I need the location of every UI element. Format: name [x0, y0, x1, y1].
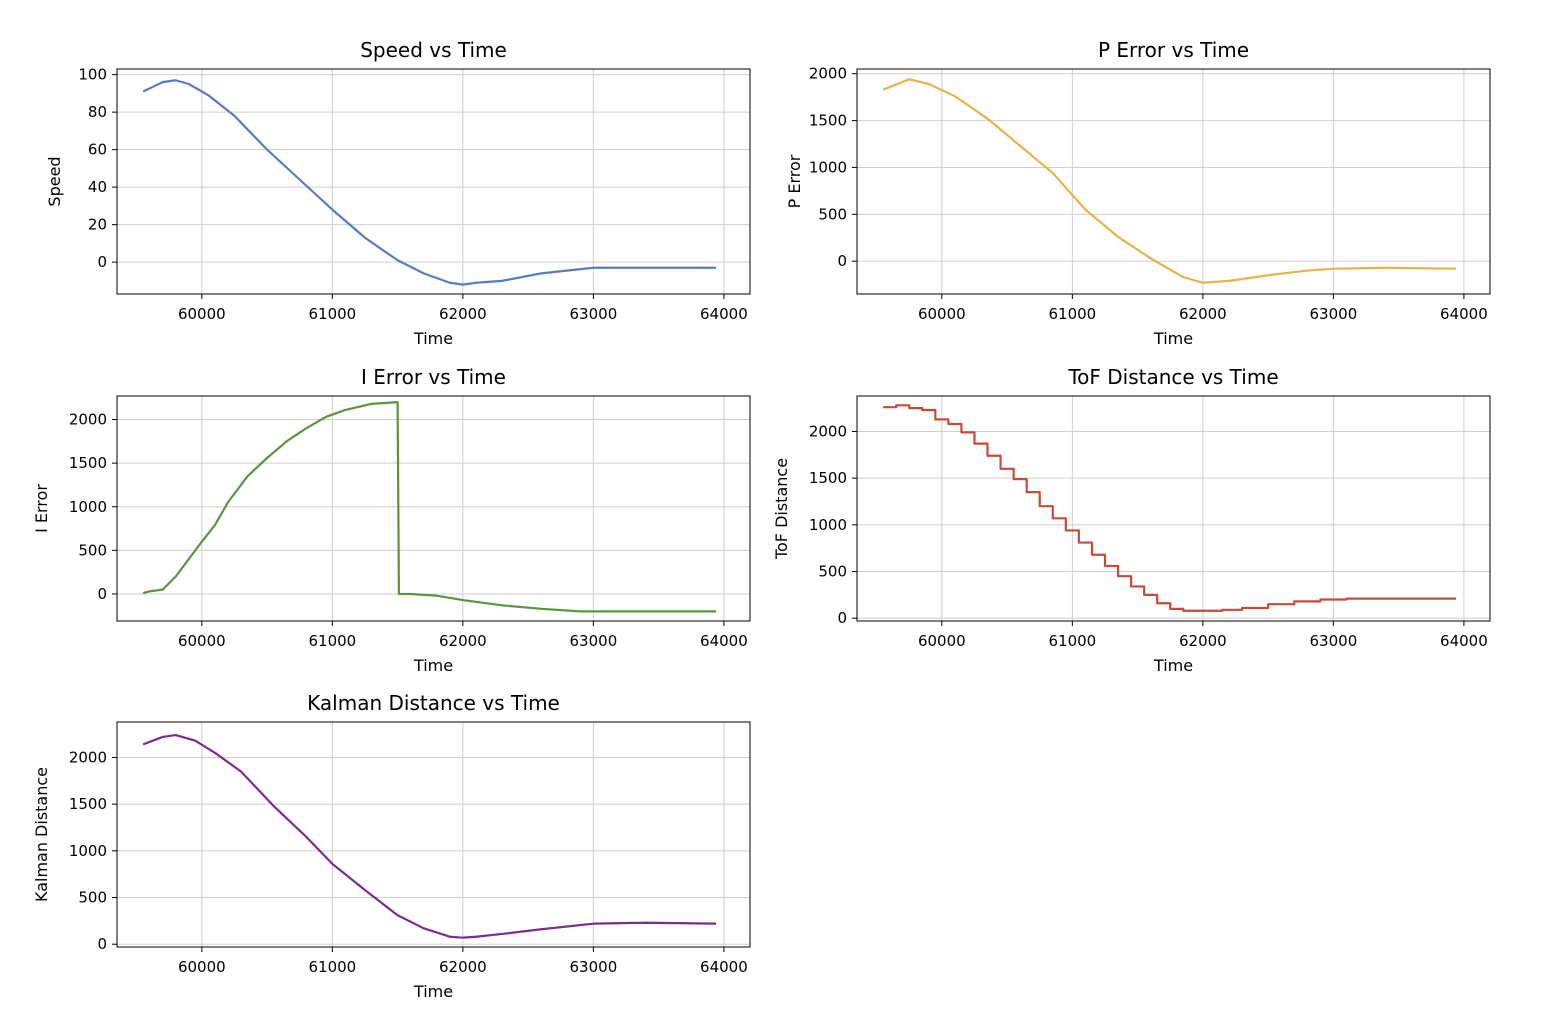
y-tick-label: 0 — [97, 935, 107, 953]
y-tick-label: 20 — [88, 216, 107, 234]
x-tick-label: 63000 — [570, 958, 618, 976]
y-tick-label: 1500 — [69, 454, 107, 472]
chart-title: P Error vs Time — [1098, 38, 1249, 62]
series-line — [142, 401, 717, 613]
x-tick-label: 60000 — [918, 632, 966, 650]
series-line — [883, 404, 1457, 612]
x-tick-label: 64000 — [700, 958, 748, 976]
x-tick-label: 64000 — [700, 305, 748, 323]
plot-frame — [116, 395, 751, 622]
series-line — [142, 733, 717, 939]
x-tick-label: 63000 — [1310, 305, 1358, 323]
y-tick-label: 2000 — [69, 411, 107, 429]
y-tick-label: 2000 — [809, 422, 847, 440]
x-axis-label: Time — [413, 982, 453, 1001]
x-axis-label: Time — [1153, 329, 1193, 348]
y-axis-label: Speed — [45, 156, 64, 206]
x-tick-label: 60000 — [178, 958, 226, 976]
y-tick-label: 500 — [78, 889, 107, 907]
x-tick-label: 63000 — [570, 632, 618, 650]
x-axis-label: Time — [413, 329, 453, 348]
chart-title: Speed vs Time — [360, 38, 507, 62]
y-axis-label: Kalman Distance — [32, 767, 51, 902]
y-tick-label: 0 — [837, 252, 847, 270]
y-tick-label: 2000 — [809, 65, 847, 83]
x-tick-label: 60000 — [178, 305, 226, 323]
x-tick-label: 63000 — [570, 305, 618, 323]
y-tick-label: 100 — [78, 66, 107, 84]
y-tick-label: 1000 — [809, 158, 847, 176]
x-axis-label: Time — [413, 656, 453, 675]
y-tick-label: 1500 — [69, 795, 107, 813]
x-tick-label: 64000 — [1440, 305, 1488, 323]
y-tick-label: 0 — [97, 253, 107, 271]
chart-5: 60000 61000 62000 63000 64000 0 500 1000 1500 200… — [32, 691, 751, 1001]
x-tick-label: 62000 — [439, 305, 487, 323]
chart-title: Kalman Distance vs Time — [307, 691, 560, 715]
y-axis-label: ToF Distance — [772, 458, 791, 560]
y-tick-label: 1000 — [69, 498, 107, 516]
chart-1: 60000 61000 62000 63000 64000 0 20 40 60 80 100 Spe… — [45, 38, 751, 348]
y-tick-label: 1000 — [809, 516, 847, 534]
x-tick-label: 62000 — [439, 632, 487, 650]
y-tick-label: 1000 — [69, 842, 107, 860]
plot-frame — [116, 68, 751, 295]
chart-2: 60000 61000 62000 63000 64000 0 500 1000 1500 200… — [785, 38, 1491, 348]
chart-3: 60000 61000 62000 63000 64000 0 500 1000 1500 200… — [32, 365, 751, 675]
x-tick-label: 61000 — [1048, 305, 1096, 323]
y-tick-label: 500 — [818, 563, 847, 581]
y-tick-label: 500 — [818, 205, 847, 223]
x-tick-label: 64000 — [1440, 632, 1488, 650]
y-tick-label: 80 — [88, 103, 107, 121]
x-tick-label: 64000 — [700, 632, 748, 650]
y-tick-label: 0 — [97, 585, 107, 603]
y-tick-label: 60 — [88, 141, 107, 159]
y-tick-label: 2000 — [69, 748, 107, 766]
plot-frame — [856, 395, 1491, 622]
y-tick-label: 500 — [78, 541, 107, 559]
x-tick-label: 62000 — [1179, 632, 1227, 650]
y-tick-label: 1500 — [809, 112, 847, 130]
x-tick-label: 62000 — [439, 958, 487, 976]
x-tick-label: 60000 — [178, 632, 226, 650]
x-tick-label: 63000 — [1310, 632, 1358, 650]
series-line — [142, 79, 717, 286]
y-tick-label: 0 — [837, 609, 847, 627]
chart-4: 60000 61000 62000 63000 64000 0 500 1000 1500 200… — [772, 365, 1491, 675]
chart-title: ToF Distance vs Time — [1067, 365, 1278, 389]
x-tick-label: 61000 — [308, 632, 356, 650]
x-tick-label: 61000 — [308, 305, 356, 323]
plot-frame — [116, 721, 751, 948]
x-tick-label: 61000 — [1048, 632, 1096, 650]
x-axis-label: Time — [1153, 656, 1193, 675]
y-tick-label: 40 — [88, 178, 107, 196]
chart-title: I Error vs Time — [361, 365, 506, 389]
x-tick-label: 62000 — [1179, 305, 1227, 323]
x-tick-label: 60000 — [918, 305, 966, 323]
plot-frame — [856, 68, 1491, 295]
y-axis-label: P Error — [785, 154, 804, 208]
x-tick-label: 61000 — [308, 958, 356, 976]
y-axis-label: I Error — [32, 484, 51, 533]
series-line — [882, 78, 1457, 284]
y-tick-label: 1500 — [809, 469, 847, 487]
